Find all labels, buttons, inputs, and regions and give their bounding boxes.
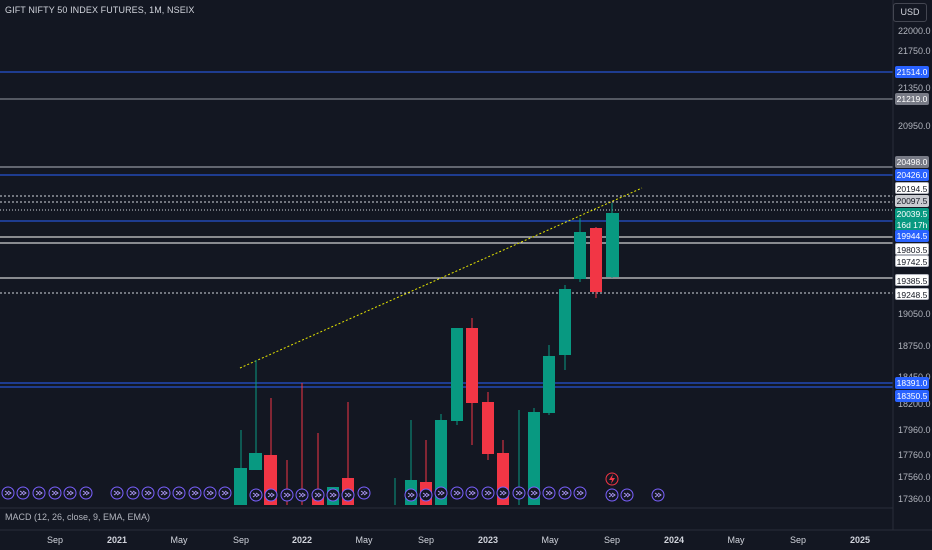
x-label: Sep [789, 535, 807, 545]
event-marker-arrow [66, 490, 74, 496]
event-marker-arrow [113, 490, 121, 496]
candle[interactable] [543, 345, 555, 415]
y-tick: 18200.0 [898, 399, 931, 409]
x-label: 2025 [849, 535, 871, 545]
event-marker-arrow [360, 490, 368, 496]
y-tick: 20950.0 [898, 121, 931, 131]
candle[interactable] [234, 430, 247, 505]
event-marker-arrow [175, 490, 183, 496]
price-label-18350: 18350.5 [895, 390, 929, 402]
candles [234, 203, 619, 505]
candle[interactable] [606, 203, 619, 278]
last-price-label: 20039.5 [895, 208, 929, 220]
event-marker-arrow [576, 490, 584, 496]
price-label-19803: 19803.5 [895, 243, 929, 255]
event-marker-arrow [515, 490, 523, 496]
price-label-21219: 21219.0 [895, 93, 929, 105]
trendline[interactable] [239, 187, 643, 369]
event-marker-arrow [144, 490, 152, 496]
y-tick: 21350.0 [898, 83, 931, 93]
y-tick: 17360.0 [898, 494, 931, 504]
event-marker-arrow [283, 492, 291, 498]
price-label-18391: 18391.0 [895, 377, 929, 389]
event-marker-arrow [329, 492, 337, 498]
x-label: Sep [417, 535, 435, 545]
event-marker-arrow [314, 492, 322, 498]
price-label-20426: 20426.0 [895, 169, 929, 181]
candle[interactable] [559, 285, 571, 370]
event-marker-arrow [422, 492, 430, 498]
event-marker-arrow [499, 490, 507, 496]
price-label-20097: 20097.5 [895, 195, 929, 207]
y-tick: 21750.0 [898, 46, 931, 56]
event-marker-arrow [206, 490, 214, 496]
event-marker-arrow [623, 492, 631, 498]
candle[interactable] [466, 318, 478, 445]
event-marker-arrow [344, 492, 352, 498]
event-marker-arrow [35, 490, 43, 496]
x-label: May [727, 535, 745, 545]
event-marker-arrow [19, 490, 27, 496]
event-marker-arrow [437, 490, 445, 496]
event-marker-arrow [608, 492, 616, 498]
price-label-19742: 19742.5 [895, 255, 929, 267]
x-label: 2021 [106, 535, 128, 545]
macd-indicator-label[interactable]: MACD (12, 26, close, 9, EMA, EMA) [5, 512, 151, 522]
event-marker-arrow [82, 490, 90, 496]
y-tick: 19050.0 [898, 309, 931, 319]
y-tick: 17760.0 [898, 450, 931, 460]
event-marker-arrow [453, 490, 461, 496]
y-tick: 17560.0 [898, 472, 931, 482]
x-label: May [355, 535, 373, 545]
event-marker-arrow [267, 492, 275, 498]
event-marker-arrow [221, 490, 229, 496]
x-label: May [541, 535, 559, 545]
candle[interactable] [451, 328, 463, 425]
price-label-19944: 19944.5 [895, 230, 929, 242]
event-marker-arrow [252, 492, 260, 498]
x-label: Sep [603, 535, 621, 545]
candle[interactable] [249, 360, 262, 470]
price-label-20498: 20498.0 [895, 156, 929, 168]
lightning-icon[interactable] [605, 472, 619, 486]
y-tick: 17960.0 [898, 425, 931, 435]
event-markers [1, 486, 665, 502]
event-marker-arrow [191, 490, 199, 496]
event-marker-arrow [160, 490, 168, 496]
event-marker-arrow [4, 490, 12, 496]
candle[interactable] [574, 218, 586, 282]
x-label: 2024 [663, 535, 685, 545]
event-marker-arrow [530, 490, 538, 496]
event-marker-arrow [654, 492, 662, 498]
price-label-19248: 19248.5 [895, 288, 929, 300]
horizontal-lines [0, 71, 893, 388]
candle[interactable] [590, 227, 602, 298]
event-marker-arrow [484, 490, 492, 496]
price-label-20194: 20194.5 [895, 182, 929, 194]
currency-button[interactable]: USD [893, 3, 927, 22]
y-tick: 22000.0 [898, 26, 931, 36]
event-marker-arrow [407, 492, 415, 498]
x-label: 2022 [291, 535, 313, 545]
candle[interactable] [482, 392, 494, 460]
x-label: Sep [232, 535, 250, 545]
x-label: 2023 [477, 535, 499, 545]
x-label: May [170, 535, 188, 545]
countdown-label: 16d 17h [895, 219, 929, 231]
price-label-19385: 19385.5 [895, 274, 929, 286]
y-tick: 18750.0 [898, 341, 931, 351]
event-marker-arrow [545, 490, 553, 496]
price-label-21514: 21514.0 [895, 66, 929, 78]
chart-title: GIFT NIFTY 50 INDEX FUTURES, 1M, NSEIX [5, 5, 195, 15]
event-marker-arrow [298, 492, 306, 498]
event-marker-arrow [468, 490, 476, 496]
event-marker-arrow [561, 490, 569, 496]
x-label: Sep [46, 535, 64, 545]
event-marker-arrow [51, 490, 59, 496]
event-marker-arrow [129, 490, 137, 496]
